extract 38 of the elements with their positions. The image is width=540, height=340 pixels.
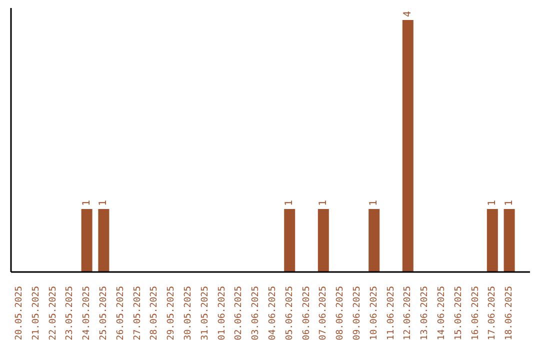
- data-label: 1: [318, 200, 329, 206]
- data-label: 1: [81, 200, 92, 206]
- x-tick-label: 25.05.2025: [98, 286, 109, 340]
- x-tick-label: 28.05.2025: [150, 286, 160, 340]
- x-tick-label: 06.06.2025: [302, 286, 312, 340]
- x-tick-label: 10.06.2025: [369, 286, 380, 340]
- x-tick-label: 01.06.2025: [217, 286, 228, 340]
- x-tick-label: 26.05.2025: [116, 286, 126, 340]
- x-tick-label: 09.06.2025: [352, 286, 362, 340]
- x-tick-label: 08.06.2025: [336, 286, 346, 340]
- x-tick-label: 27.05.2025: [132, 286, 143, 340]
- data-label: 4: [402, 10, 414, 17]
- data-label: 1: [504, 200, 515, 206]
- x-tick-label: 23.05.2025: [65, 286, 76, 340]
- x-tick-label: 31.05.2025: [200, 286, 210, 340]
- x-tick-label: 05.06.2025: [284, 286, 295, 340]
- x-tick-label: 21.05.2025: [31, 286, 42, 340]
- data-label: 1: [486, 200, 498, 206]
- x-tick-label: 22.05.2025: [48, 286, 58, 340]
- x-tick-label: 18.06.2025: [504, 286, 515, 340]
- x-tick-label: 13.06.2025: [420, 286, 430, 340]
- x-tick-label: 20.05.2025: [14, 286, 24, 340]
- x-tick-label: 14.06.2025: [436, 286, 447, 340]
- x-tick-label: 24.05.2025: [82, 286, 92, 340]
- x-tick-label: 12.06.2025: [403, 286, 414, 340]
- x-tick-label: 29.05.2025: [166, 286, 177, 340]
- data-label: 1: [284, 200, 296, 206]
- x-tick-label: 02.06.2025: [234, 286, 244, 340]
- x-tick-label: 15.06.2025: [454, 286, 464, 340]
- x-tick-label: 30.05.2025: [183, 286, 194, 340]
- x-tick-label: 03.06.2025: [251, 286, 262, 340]
- x-tick-label: 07.06.2025: [318, 286, 329, 340]
- x-tick-label: 17.06.2025: [488, 286, 498, 340]
- x-tick-label: 16.06.2025: [470, 286, 481, 340]
- x-tick-label: 11.06.2025: [386, 286, 396, 340]
- data-label: 1: [368, 200, 380, 206]
- data-label: 1: [98, 200, 110, 206]
- x-tick-label: 04.06.2025: [268, 286, 278, 340]
